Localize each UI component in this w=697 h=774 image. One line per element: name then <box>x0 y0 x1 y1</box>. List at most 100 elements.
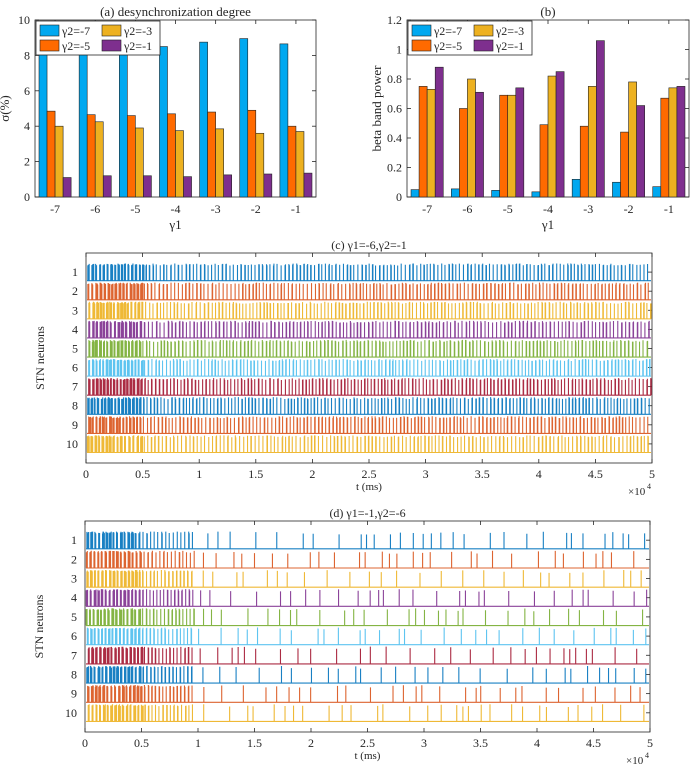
neuron-label: 2 <box>71 552 77 566</box>
legend: γ2=-7γ2=-5 γ2=-3γ2=-1 <box>35 20 161 56</box>
spike-train-neuron-5 <box>87 339 651 358</box>
x-tick-label: -1 <box>664 202 674 216</box>
legend-label: γ2=-1 <box>123 39 152 53</box>
bar <box>467 78 476 198</box>
bar <box>102 175 112 198</box>
bar <box>491 190 500 198</box>
neuron-label: 7 <box>72 380 78 394</box>
x-tick-label: -4 <box>543 202 553 216</box>
legend-swatch <box>473 39 494 52</box>
bar <box>54 125 64 198</box>
neuron-label: 2 <box>72 284 78 298</box>
bar <box>295 131 305 198</box>
y-axis-label: STN neurons <box>33 326 47 390</box>
x-tick-label: -2 <box>624 202 634 216</box>
bar <box>531 191 541 198</box>
legend-label: γ2=-3 <box>123 24 152 38</box>
x-tick-label: 5 <box>647 736 653 750</box>
y-tick-label: 6 <box>24 84 30 98</box>
bar <box>539 124 549 198</box>
bar <box>215 128 224 198</box>
spike-train-neuron-10 <box>86 435 651 454</box>
spike-train-neuron-6 <box>87 358 651 377</box>
spike-train-neuron-6 <box>86 627 649 646</box>
spike-train-neuron-8 <box>87 397 651 415</box>
bar <box>555 71 565 198</box>
spike-train-neuron-10 <box>86 704 649 722</box>
bar <box>167 113 176 198</box>
legend-swatch <box>411 24 432 37</box>
neuron-label: 5 <box>72 341 78 355</box>
bar <box>426 89 436 198</box>
spike-train-neuron-3 <box>87 301 652 320</box>
x-axis-label: t (ms) <box>355 750 381 762</box>
x-tick-label: 4.5 <box>586 736 601 750</box>
bar <box>86 114 96 198</box>
legend-label: γ2=-1 <box>495 39 524 53</box>
chart-a: (a) desynchronization degree 0 2 4 6 8 10 -7 -6 -… <box>0 4 317 232</box>
bar <box>587 86 597 198</box>
y-axis-label: STN neurons <box>32 594 46 658</box>
spike-train-neuron-9 <box>87 416 651 434</box>
bar <box>199 41 208 198</box>
bar <box>459 108 468 198</box>
neuron-label: 5 <box>71 610 77 624</box>
spike-train-neuron-2 <box>87 282 651 301</box>
spike-train-neuron-5 <box>85 608 649 627</box>
bar <box>612 181 621 198</box>
x-tick-label: 4 <box>536 467 542 481</box>
legend-label: γ2=-5 <box>433 39 462 53</box>
bar <box>127 115 136 198</box>
bar <box>46 110 56 198</box>
bar <box>636 105 645 198</box>
bar <box>239 38 249 198</box>
bar <box>434 66 444 198</box>
neuron-label: 8 <box>71 667 77 681</box>
neuron-label: 7 <box>71 648 77 662</box>
bar <box>183 176 192 198</box>
legend: γ2=-7γ2=-5 γ2=-3γ2=-1 <box>407 20 533 56</box>
x-tick-label: -2 <box>251 202 261 216</box>
bar <box>207 111 216 198</box>
bar <box>159 46 168 198</box>
y-tick-label: 0.2 <box>387 161 402 175</box>
spike-train-neuron-4 <box>87 320 651 339</box>
neuron-label: 9 <box>72 418 78 432</box>
bar <box>303 172 313 198</box>
legend-swatch <box>411 39 432 52</box>
x-tick-label: 0.5 <box>134 736 149 750</box>
spike-train-neuron-7 <box>87 378 652 396</box>
y-tick-label: 0.6 <box>387 102 402 116</box>
legend-swatch <box>473 24 494 37</box>
x-axis-label: γ1 <box>541 217 554 232</box>
x-tick-label: -6 <box>90 202 100 216</box>
bar <box>660 97 670 198</box>
x-tick-label: 2.5 <box>362 467 377 481</box>
bar <box>620 131 629 198</box>
x-multiplier: ×10 <box>628 486 646 498</box>
neuron-label: 1 <box>72 265 78 279</box>
neuron-label: 8 <box>72 399 78 413</box>
x-tick-label: -3 <box>211 202 221 216</box>
bar <box>596 40 605 198</box>
x-tick-label: 4 <box>534 736 540 750</box>
spike-train-neuron-9 <box>86 685 649 703</box>
bar <box>287 125 297 198</box>
bar <box>507 94 517 198</box>
neuron-label: 3 <box>72 303 78 317</box>
spike-train-neuron-2 <box>85 550 649 569</box>
x-tick-label: 0 <box>82 736 88 750</box>
bar <box>571 179 581 198</box>
y-tick-label: 10 <box>18 13 30 27</box>
bar <box>451 188 460 198</box>
x-tick-label: 1 <box>195 736 201 750</box>
x-tick-label: 5 <box>649 467 655 481</box>
y-axis-label: beta band power <box>369 65 384 152</box>
x-multiplier-exponent: 4 <box>647 482 651 491</box>
legend-swatch <box>101 24 122 37</box>
y-tick-label: 0.4 <box>387 131 402 145</box>
x-tick-label: -5 <box>130 202 140 216</box>
chart-c: (c) γ1=-6,γ2=-1 0 0.5 1 1.5 2 2.5 3 3.5 4 4.5 5 t (m… <box>33 238 655 498</box>
spike-train-neuron-7 <box>86 646 649 665</box>
